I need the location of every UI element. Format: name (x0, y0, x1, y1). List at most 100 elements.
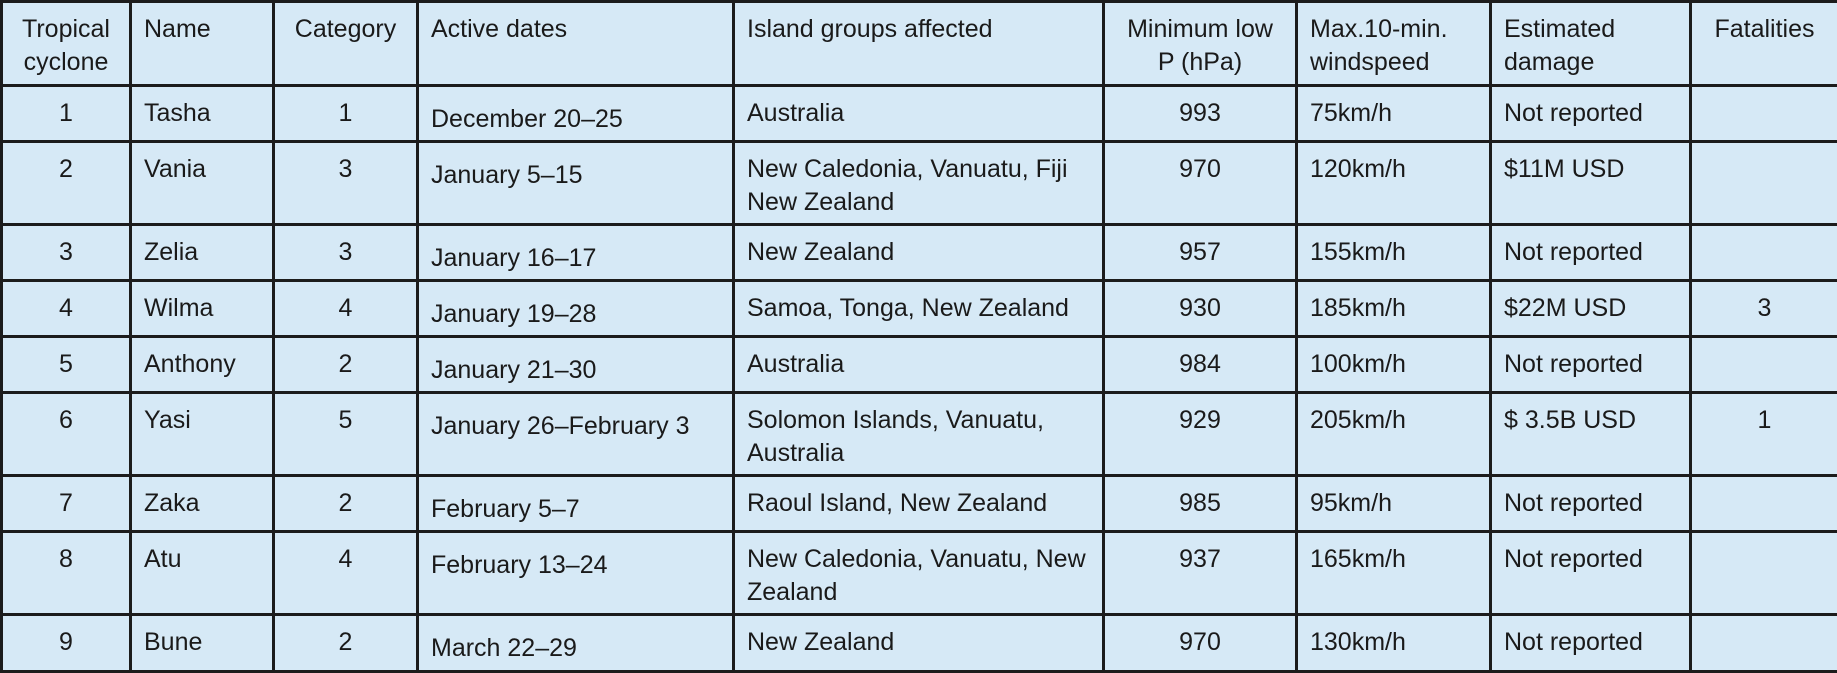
dates-cell: January 21–30 (418, 337, 734, 393)
damage-cell: Not reported (1491, 615, 1691, 672)
damage-cell: $ 3.5B USD (1491, 393, 1691, 476)
fatalities-cell (1691, 86, 1837, 142)
dates-cell: February 13–24 (418, 532, 734, 615)
name-cell: Anthony (131, 337, 274, 393)
pressure-cell: 957 (1104, 225, 1297, 281)
wind-cell: 165km/h (1297, 532, 1491, 615)
wind-cell: 155km/h (1297, 225, 1491, 281)
name-cell: Yasi (131, 393, 274, 476)
islands-cell: Australia (734, 337, 1104, 393)
pressure-cell: 984 (1104, 337, 1297, 393)
header-cell: Category (274, 2, 418, 86)
header-cell: Tropical cyclone (2, 2, 131, 86)
cyclone-cell: 9 (2, 615, 131, 672)
dates-cell: January 26–February 3 (418, 393, 734, 476)
header-cell: Max.10-min. windspeed (1297, 2, 1491, 86)
dates-cell: March 22–29 (418, 615, 734, 672)
damage-cell: $11M USD (1491, 142, 1691, 225)
damage-cell: Not reported (1491, 476, 1691, 532)
cyclone-cell: 5 (2, 337, 131, 393)
wind-cell: 75km/h (1297, 86, 1491, 142)
wind-cell: 130km/h (1297, 615, 1491, 672)
cyclone-cell: 4 (2, 281, 131, 337)
dates-cell: January 16–17 (418, 225, 734, 281)
dates-cell: January 19–28 (418, 281, 734, 337)
pressure-cell: 993 (1104, 86, 1297, 142)
cyclone-cell: 8 (2, 532, 131, 615)
name-cell: Vania (131, 142, 274, 225)
cyclone-cell: 6 (2, 393, 131, 476)
dates-cell: February 5–7 (418, 476, 734, 532)
name-cell: Atu (131, 532, 274, 615)
islands-cell: New Caledonia, Vanuatu, Fiji New Zealand (734, 142, 1104, 225)
header-cell: Active dates (418, 2, 734, 86)
wind-cell: 95km/h (1297, 476, 1491, 532)
damage-cell: Not reported (1491, 86, 1691, 142)
fatalities-cell (1691, 142, 1837, 225)
damage-cell: Not reported (1491, 532, 1691, 615)
name-cell: Wilma (131, 281, 274, 337)
cyclone-cell: 3 (2, 225, 131, 281)
category-cell: 2 (274, 615, 418, 672)
damage-cell: Not reported (1491, 337, 1691, 393)
category-cell: 2 (274, 476, 418, 532)
header-cell: Minimum low P (hPa) (1104, 2, 1297, 86)
name-cell: Tasha (131, 86, 274, 142)
cyclone-cell: 1 (2, 86, 131, 142)
dates-cell: January 5–15 (418, 142, 734, 225)
name-cell: Bune (131, 615, 274, 672)
cyclone-cell: 2 (2, 142, 131, 225)
cyclone-cell: 7 (2, 476, 131, 532)
pressure-cell: 970 (1104, 615, 1297, 672)
name-cell: Zaka (131, 476, 274, 532)
pressure-cell: 930 (1104, 281, 1297, 337)
category-cell: 5 (274, 393, 418, 476)
islands-cell: Samoa, Tonga, New Zealand (734, 281, 1104, 337)
wind-cell: 185km/h (1297, 281, 1491, 337)
fatalities-cell (1691, 532, 1837, 615)
fatalities-cell: 3 (1691, 281, 1837, 337)
fatalities-cell (1691, 476, 1837, 532)
islands-cell: Solomon Islands, Vanuatu, Australia (734, 393, 1104, 476)
header-cell: Name (131, 2, 274, 86)
fatalities-cell (1691, 225, 1837, 281)
islands-cell: Australia (734, 86, 1104, 142)
pressure-cell: 929 (1104, 393, 1297, 476)
category-cell: 3 (274, 225, 418, 281)
category-cell: 1 (274, 86, 418, 142)
header-cell: Fatalities (1691, 2, 1837, 86)
wind-cell: 205km/h (1297, 393, 1491, 476)
category-cell: 4 (274, 281, 418, 337)
islands-cell: New Caledonia, Vanuatu, New Zealand (734, 532, 1104, 615)
fatalities-cell: 1 (1691, 393, 1837, 476)
islands-cell: Raoul Island, New Zealand (734, 476, 1104, 532)
header-cell: Island groups affected (734, 2, 1104, 86)
islands-cell: New Zealand (734, 615, 1104, 672)
wind-cell: 120km/h (1297, 142, 1491, 225)
wind-cell: 100km/h (1297, 337, 1491, 393)
category-cell: 3 (274, 142, 418, 225)
damage-cell: Not reported (1491, 225, 1691, 281)
name-cell: Zelia (131, 225, 274, 281)
dates-cell: December 20–25 (418, 86, 734, 142)
damage-cell: $22M USD (1491, 281, 1691, 337)
category-cell: 4 (274, 532, 418, 615)
pressure-cell: 970 (1104, 142, 1297, 225)
fatalities-cell (1691, 337, 1837, 393)
fatalities-cell (1691, 615, 1837, 672)
pressure-cell: 985 (1104, 476, 1297, 532)
pressure-cell: 937 (1104, 532, 1297, 615)
islands-cell: New Zealand (734, 225, 1104, 281)
